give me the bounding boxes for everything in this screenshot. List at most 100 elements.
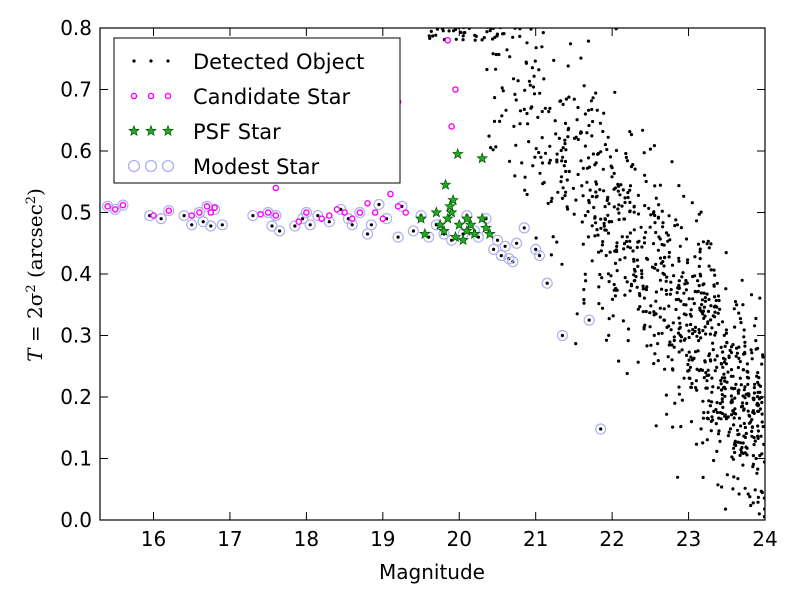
detected-object-point [743, 385, 747, 389]
detected-object-point [679, 226, 684, 230]
detected-object-point [605, 147, 609, 152]
detected-object-point [692, 356, 696, 360]
detected-object-point [587, 123, 591, 128]
detected-object-point [560, 333, 565, 338]
detected-object-point [753, 324, 757, 328]
detected-object-point [742, 388, 746, 392]
detected-object-point [762, 442, 765, 446]
detected-object-point [749, 420, 753, 424]
candidate-star-point [452, 86, 459, 93]
detected-object-point [680, 398, 685, 402]
detected-object-point [623, 200, 627, 205]
detected-object-point [758, 384, 763, 388]
detected-object-point [631, 163, 635, 167]
detected-object-point [601, 167, 605, 171]
detected-object-point [623, 276, 627, 280]
detected-object-point [675, 223, 680, 227]
x-tick-label: 24 [752, 527, 777, 551]
detected-object-point [709, 242, 713, 246]
candidate-star-point [303, 209, 310, 216]
detected-object-point [447, 22, 450, 25]
detected-object-point [599, 226, 603, 230]
detected-object-point [714, 298, 718, 303]
detected-object-point [705, 242, 709, 246]
legend-marker [161, 159, 175, 173]
detected-object-point [750, 418, 754, 422]
candidate-star-point [402, 209, 410, 216]
modest-star-point [499, 240, 511, 252]
detected-object-point [564, 169, 568, 174]
x-tick-label: 17 [217, 527, 242, 551]
detected-object-point [499, 254, 503, 258]
detected-object-point [635, 285, 639, 289]
detected-object-point [702, 316, 706, 320]
detected-object-point [686, 362, 690, 367]
detected-object-point [733, 407, 737, 411]
detected-object-point [602, 224, 606, 228]
x-axis-label: Magnitude [379, 560, 485, 584]
detected-object-point [645, 344, 649, 348]
modest-star-point [365, 219, 377, 231]
detected-object-point [672, 274, 676, 278]
detected-object-point [732, 423, 736, 427]
detected-object-point [563, 138, 567, 142]
detected-object-point [746, 409, 750, 413]
detected-object-point [718, 401, 723, 406]
detected-object-point [742, 421, 746, 426]
candidate-star-point [188, 212, 196, 219]
detected-object-point [725, 340, 729, 344]
detected-object-point [473, 33, 477, 38]
detected-object-point [752, 443, 756, 447]
detected-object-point [682, 194, 686, 198]
detected-object-point [723, 394, 727, 398]
detected-object-point [603, 218, 608, 222]
detected-object-point [715, 305, 719, 309]
detected-object-point [729, 374, 734, 378]
candidate-star-point [341, 209, 348, 216]
detected-object-point [711, 341, 715, 345]
detected-object-point [682, 312, 686, 316]
detected-object-point [664, 231, 669, 235]
detected-object-point [658, 278, 663, 282]
detected-object-point [674, 307, 678, 312]
detected-object-point [631, 249, 635, 253]
detected-object-point [719, 388, 724, 392]
detected-object-point [648, 311, 652, 315]
psf-star-point [480, 221, 492, 233]
detected-object-point [733, 325, 737, 329]
detected-object-point [520, 161, 524, 165]
detected-object-point [669, 280, 673, 284]
detected-object-point [612, 171, 616, 175]
detected-object-point [567, 95, 571, 99]
detected-object-point [613, 294, 618, 298]
detected-object-point [562, 164, 566, 168]
psf-star-point [430, 206, 443, 218]
detected-object-point [531, 164, 535, 168]
detected-object-point [612, 288, 616, 292]
detected-object-point [750, 425, 755, 429]
detected-object-point [615, 269, 619, 273]
detected-object-point [737, 416, 742, 420]
detected-object-point [667, 255, 671, 259]
detected-object-point [547, 110, 551, 114]
psf-star-point [483, 227, 496, 240]
legend-box [113, 37, 401, 184]
detected-object-point [667, 214, 671, 218]
detected-object-point [723, 344, 727, 348]
detected-object-point [606, 272, 611, 276]
detected-object-point [599, 249, 603, 253]
detected-object-point [672, 335, 676, 339]
detected-object-point [617, 359, 621, 363]
detected-object-point [434, 23, 437, 26]
detected-object-point [756, 409, 760, 413]
detected-object-point [508, 23, 511, 26]
detected-object-point [694, 379, 699, 383]
detected-object-point [489, 146, 493, 150]
detected-object-point [549, 253, 554, 257]
detected-object-point [220, 223, 224, 227]
detected-object-point [541, 30, 545, 35]
detected-object-point [645, 285, 649, 289]
detected-object-point [703, 299, 708, 303]
detected-object-point [672, 338, 676, 343]
detected-object-point [701, 441, 705, 445]
